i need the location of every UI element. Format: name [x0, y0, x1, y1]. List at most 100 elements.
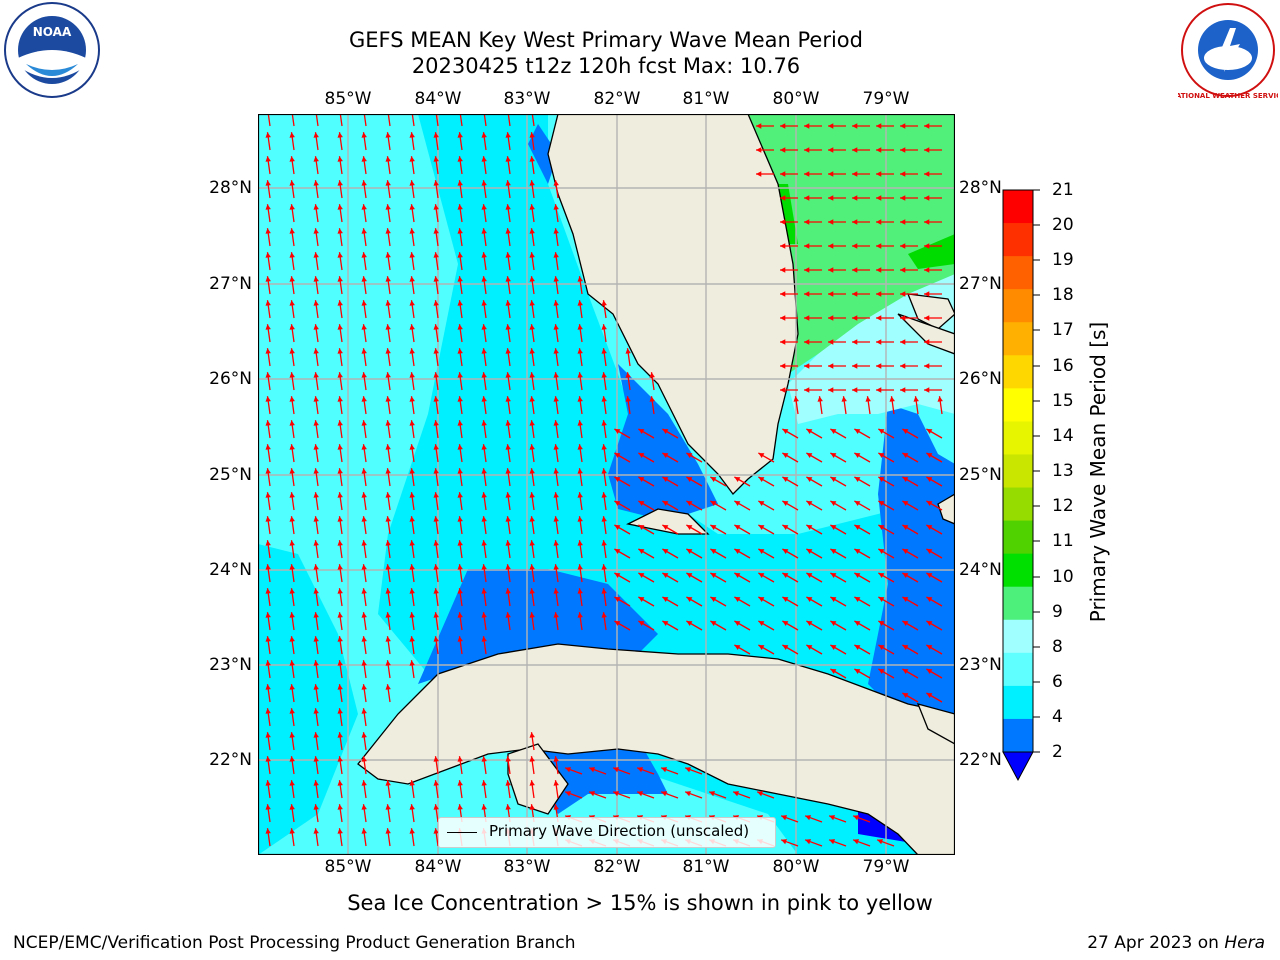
wave-arrow-head [361, 564, 367, 570]
wave-arrow-head [505, 228, 511, 234]
wave-arrow-head [577, 276, 583, 282]
wave-arrow-head [481, 180, 487, 186]
wave-arrow-head [289, 660, 295, 666]
wave-arrow-head [481, 300, 487, 306]
lon-label-top: 84°W [414, 89, 462, 109]
wave-arrow-head [457, 252, 463, 258]
wave-arrow-head [780, 339, 786, 345]
wave-arrow-head [924, 219, 930, 225]
wave-arrow-head [852, 219, 858, 225]
wave-arrow-head [433, 636, 439, 642]
lon-label-top: 81°W [682, 89, 730, 109]
wave-arrow-head [385, 804, 391, 810]
wave-arrow-head [577, 516, 583, 522]
wave-arrow-head [481, 780, 487, 786]
wave-arrow-head [481, 348, 487, 354]
wave-arrow-head [876, 267, 882, 273]
wave-arrow-head [878, 645, 885, 650]
wave-arrow-head [686, 621, 693, 626]
wave-arrow-head [601, 516, 607, 522]
wave-arrow-head [313, 540, 319, 546]
wave-arrow-head [361, 468, 367, 474]
wave-arrow-head [265, 276, 271, 282]
wave-arrow-head [337, 300, 343, 306]
wave-arrow-head [481, 564, 487, 570]
wave-arrow-head [601, 564, 607, 570]
wave-arrow-head [830, 645, 837, 650]
wave-arrow-head [481, 540, 487, 546]
wave-arrow-head [505, 612, 511, 618]
wave-arrow-head [265, 420, 271, 426]
contour-2-4s [528, 124, 558, 184]
wave-arrow-head [433, 372, 439, 378]
wave-arrow-head [361, 252, 367, 258]
wave-arrow-head [409, 300, 415, 306]
sea-ice-note: Sea Ice Concentration > 15% is shown in … [347, 891, 933, 915]
wave-arrow-head [409, 492, 415, 498]
wave-arrow-head [637, 767, 643, 773]
wave-arrow-head [854, 549, 861, 554]
wave-arrow-head [553, 276, 559, 282]
wave-arrow-head [409, 396, 415, 402]
wave-arrow-head [529, 492, 535, 498]
lat-label-left: 23°N [209, 655, 252, 675]
lat-label-right: 23°N [959, 655, 1002, 675]
wave-arrow-head [900, 171, 906, 177]
wave-arrow-head [852, 387, 858, 393]
wave-arrow-head [878, 669, 885, 674]
wave-arrow-head [577, 348, 583, 354]
wave-arrow-head [926, 597, 933, 602]
wave-arrow-head [529, 564, 535, 570]
colorbar-segment [1003, 355, 1033, 389]
wave-arrow-head [782, 549, 789, 554]
wave-period-map [258, 114, 955, 855]
wave-arrow-head [289, 828, 295, 834]
wave-arrow-head [553, 372, 559, 378]
wave-arrow-head [924, 315, 930, 321]
lon-label-top: 82°W [593, 89, 641, 109]
wave-arrow-head [601, 612, 607, 618]
wave-arrow-head [876, 171, 882, 177]
wave-arrow-head [878, 501, 885, 506]
wave-arrow-head [385, 396, 391, 402]
wave-arrow-head [926, 693, 933, 698]
wave-arrow-head [625, 396, 631, 402]
wave-arrow-head [613, 791, 619, 797]
wave-arrow-head [780, 267, 786, 273]
wave-arrow-head [662, 621, 669, 626]
wave-arrow-head [289, 156, 295, 162]
wave-arrow-head [265, 228, 271, 234]
wave-arrow-head [313, 468, 319, 474]
colorbar-label: Primary Wave Mean Period [s] [1086, 321, 1110, 623]
wave-arrow-head [361, 324, 367, 330]
wave-arrow-head [758, 525, 765, 530]
wave-arrow-head [337, 396, 343, 402]
wave-arrow-head [780, 147, 786, 153]
wave-arrow-head [662, 549, 669, 554]
wave-arrow-head [361, 156, 367, 162]
wave-arrow-head [265, 300, 271, 306]
colorbar-tick: 11 [1052, 531, 1074, 551]
wave-arrow-head [781, 839, 787, 845]
colorbar-tick: 12 [1052, 496, 1074, 516]
wave-arrow-head [433, 276, 439, 282]
colorbar-segment [1003, 454, 1033, 489]
wave-arrow-head [876, 315, 882, 321]
land-isle-of-youth [507, 743, 569, 815]
wave-arrow-head [902, 549, 909, 554]
wave-arrow-head [481, 468, 487, 474]
wave-arrow-head [553, 348, 559, 354]
wave-arrow-head [758, 621, 765, 626]
wave-arrow-head [577, 444, 583, 450]
wave-arrow-head [529, 252, 535, 258]
wave-arrow-head [577, 372, 583, 378]
wave-arrow-head [878, 573, 885, 578]
wave-arrow-head [926, 669, 933, 674]
wave-arrow-head [782, 453, 789, 458]
wave-arrow-head [385, 420, 391, 426]
wave-arrow-head [265, 804, 271, 810]
wave-arrow-head [409, 348, 415, 354]
wave-arrow-head [662, 453, 669, 458]
wave-arrow-head [553, 444, 559, 450]
wave-arrow-head [457, 396, 463, 402]
